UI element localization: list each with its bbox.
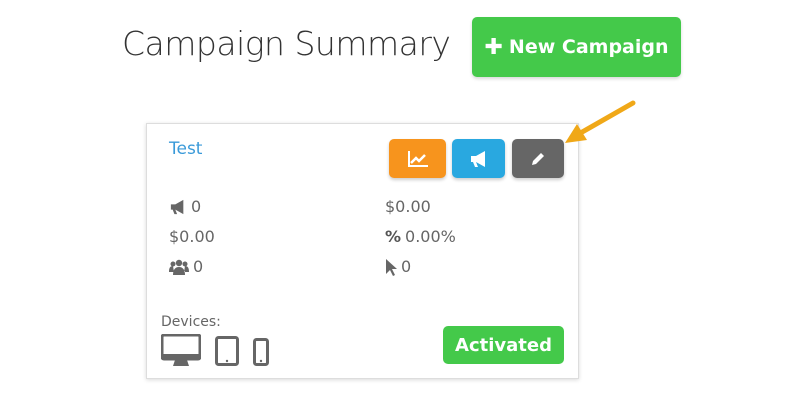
users-stat: 0 xyxy=(169,257,203,276)
users-icon xyxy=(169,259,189,275)
promote-button[interactable] xyxy=(452,139,505,178)
bullhorn-icon xyxy=(170,199,184,214)
spend-stat: $0.00 xyxy=(385,197,431,216)
desktop-icon xyxy=(161,334,201,366)
cursor-icon xyxy=(386,258,397,276)
campaigns-stat: 0 xyxy=(169,197,201,216)
pencil-icon xyxy=(532,152,544,165)
bullhorn-icon xyxy=(470,150,485,167)
percent-icon: % xyxy=(385,227,402,246)
new-campaign-button[interactable]: ✚ New Campaign xyxy=(472,17,681,77)
mobile-icon xyxy=(253,338,269,366)
line-chart-icon xyxy=(407,150,428,167)
status-badge[interactable]: Activated xyxy=(443,326,564,364)
devices-label: Devices: xyxy=(161,314,221,330)
tablet-icon xyxy=(215,336,239,366)
edit-button[interactable] xyxy=(512,139,564,178)
rate-stat: % 0.00% xyxy=(385,227,456,246)
stats-button[interactable] xyxy=(389,139,446,178)
campaign-card: Test 0 $0.00 $0.00 % 0.00% 0 0 Devices: … xyxy=(146,123,579,379)
arrow-annotation-icon xyxy=(565,100,636,143)
cost-stat: $0.00 xyxy=(169,227,215,246)
page-title: Campaign Summary xyxy=(122,24,451,63)
campaign-name-link[interactable]: Test xyxy=(169,139,203,159)
plus-icon: ✚ xyxy=(484,34,503,60)
clicks-stat: 0 xyxy=(385,257,411,276)
